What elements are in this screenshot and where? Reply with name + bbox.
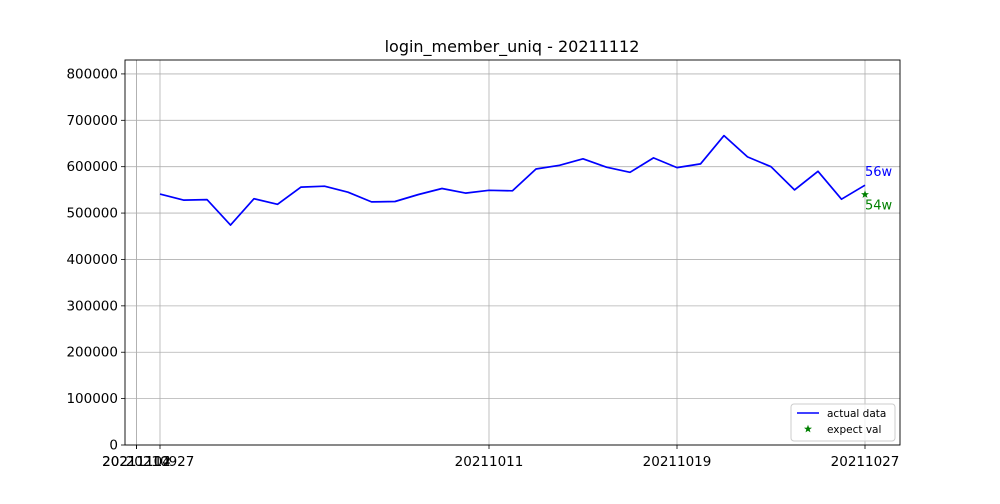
y-tick-label: 500000: [66, 206, 118, 222]
x-tick-label: 20211019: [643, 454, 712, 470]
annotations: 56w 54w: [865, 165, 893, 213]
y-tick-label: 0: [109, 438, 118, 454]
x-tick-label: 20211027: [831, 454, 900, 470]
x-tick-label: 20210927: [126, 454, 195, 470]
annotation-label: 56w: [865, 165, 893, 180]
legend-expect-label: expect val: [827, 424, 881, 436]
y-tick-label: 400000: [66, 252, 118, 268]
x-tick-label: 20211104: [102, 454, 171, 470]
y-tick-label: 800000: [66, 66, 118, 82]
chart-title: login_member_uniq - 20211112: [385, 37, 640, 57]
y-tick-label: 100000: [66, 391, 118, 407]
x-tick-label: 20211011: [455, 454, 524, 470]
y-tick-label: 600000: [66, 159, 118, 175]
series: [159, 134, 869, 226]
x-tick-label: 20211112: [102, 454, 171, 470]
plot-frame: [124, 59, 901, 446]
legend: actual data expect val: [790, 403, 896, 442]
y-tick-label: 200000: [66, 345, 118, 361]
grid: [125, 60, 900, 446]
legend-star-swatch: [804, 424, 812, 433]
y-tick-label: 700000: [66, 113, 118, 129]
annotation-label: 54w: [865, 199, 893, 214]
legend-actual-label: actual data: [827, 408, 886, 420]
y-tick-label: 300000: [66, 298, 118, 314]
axes: 0 100000 200000 300000 400000 500000 600000 700…: [66, 59, 901, 470]
actual-data-line: [159, 134, 866, 226]
expect-value-star: [861, 190, 869, 198]
